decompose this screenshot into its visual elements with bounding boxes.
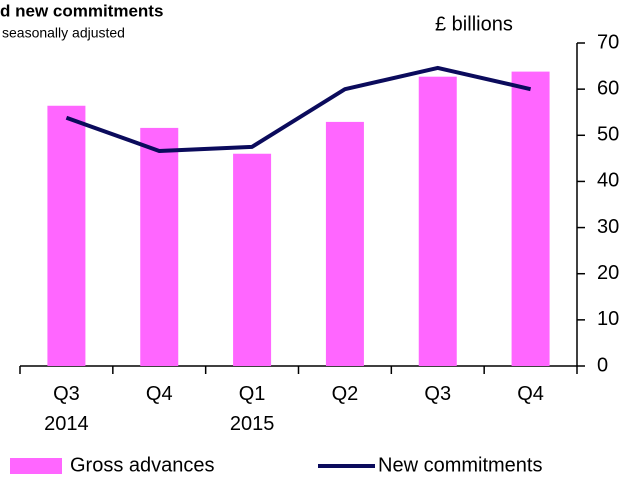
- x-tick-label: Q3 2014: [44, 383, 89, 435]
- legend-label: New commitments: [378, 454, 542, 476]
- bar: [418, 76, 457, 366]
- y-tick-label: 60: [597, 77, 619, 99]
- bar: [233, 153, 272, 366]
- y-tick-label: 20: [597, 262, 619, 284]
- bar: [511, 71, 550, 366]
- x-tick-label: Q1 2015: [230, 383, 275, 435]
- y-tick-label: 10: [597, 308, 619, 330]
- legend-label: Gross advances: [70, 454, 215, 476]
- bar: [140, 127, 179, 366]
- y-tick-label: 30: [597, 216, 619, 238]
- y-tick-label: 0: [597, 354, 608, 376]
- bar: [325, 121, 364, 366]
- legend-swatch: [10, 458, 62, 474]
- y-tick-label: 70: [597, 31, 619, 53]
- x-tick-label: Q4: [146, 383, 173, 405]
- x-tick-label: Q3: [424, 383, 451, 405]
- x-tick-label: Q4: [517, 383, 544, 405]
- x-tick-label: Q2: [332, 383, 359, 405]
- bar: [47, 105, 86, 367]
- chart-subtitle: seasonally adjusted: [2, 25, 125, 41]
- line: [65, 65, 532, 153]
- chart-title: d new commitments: [0, 1, 163, 20]
- y-tick-label: 40: [597, 170, 619, 192]
- y-tick-label: 50: [597, 124, 619, 146]
- y-axis-label: £ billions: [435, 13, 513, 35]
